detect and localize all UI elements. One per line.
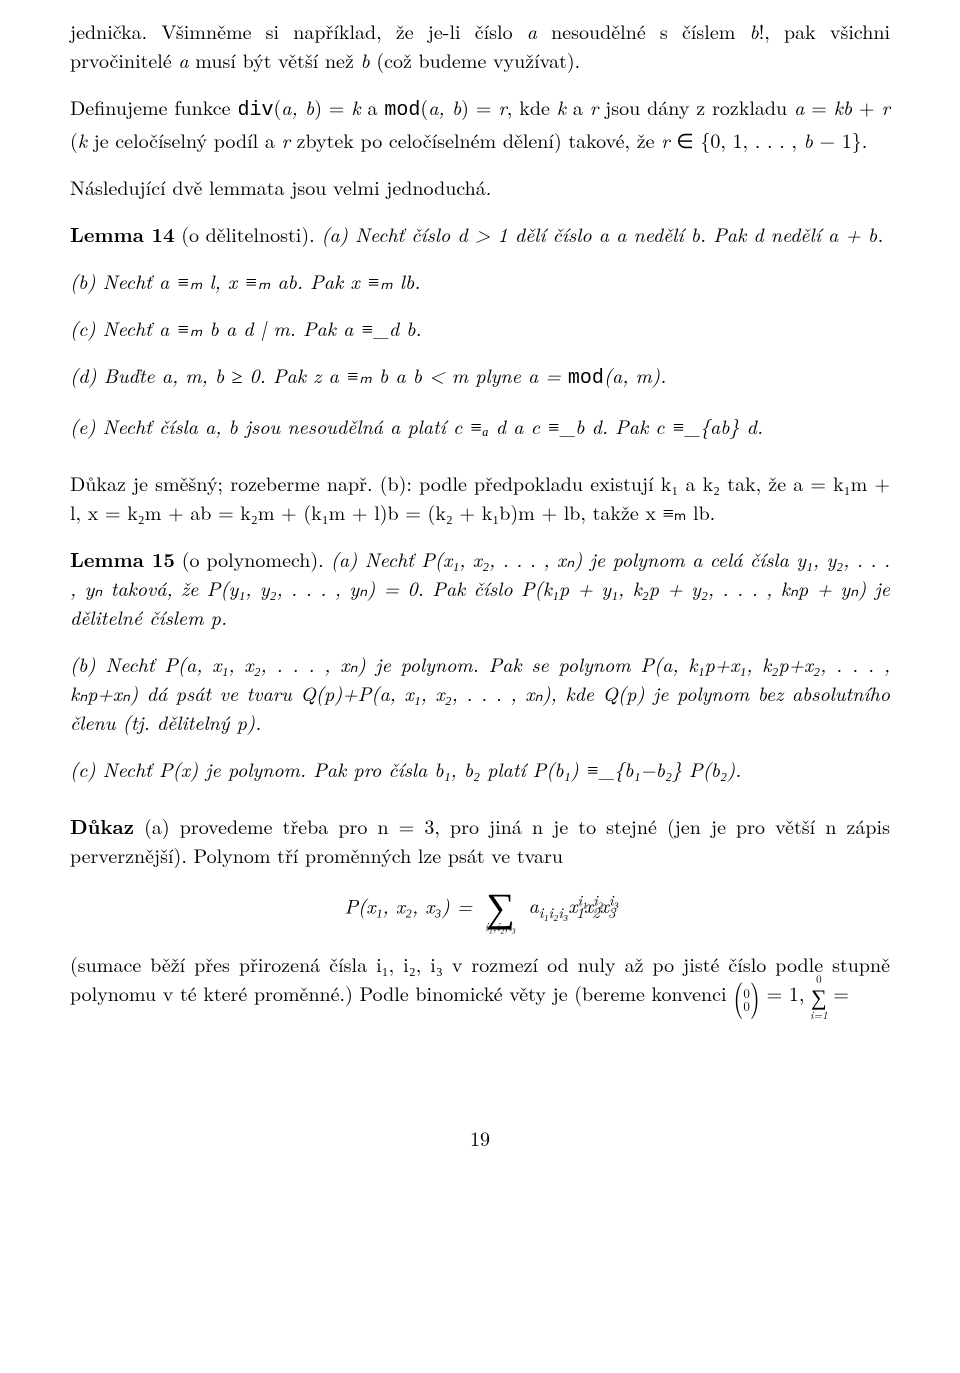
text: a [361, 92, 385, 121]
text: = [827, 978, 849, 1007]
var: k [78, 125, 87, 154]
code-div: div [237, 99, 273, 122]
summation-symbol: ∑ i₁,i₂,i₃ [485, 885, 516, 933]
coef: a [528, 890, 538, 919]
text: + [852, 92, 881, 121]
x1-sub: 1 [576, 902, 584, 923]
lemma-14-b: (b) Nechť a ≡ₘ l, x ≡ₘ ab. Pak x ≡ₘ lb. [70, 266, 890, 295]
var: r [282, 125, 290, 154]
lemma-14-a: (a) Nechť číslo d > 1 dělí číslo a a ned… [321, 219, 883, 248]
lemma-14-subtitle: (o dělitelnosti). [175, 219, 315, 248]
var: a, b [428, 92, 461, 121]
text: musí být větší než [189, 45, 361, 74]
text: − 1}. [813, 125, 867, 154]
sum-top: 0 [816, 972, 822, 988]
var: r [590, 92, 598, 121]
lemma-14-c: (c) Nechť a ≡ₘ b a d | m. Pak a ≡_d b. [70, 313, 890, 342]
code-mod: mod [384, 99, 420, 122]
text: = 1, [760, 978, 811, 1007]
binomial-icon: (00) [733, 981, 760, 1013]
inline-sum-icon: 0∑i=1 [811, 981, 827, 1013]
var: r [498, 92, 506, 121]
page-container: jednička. Všimněme si například, že je-l… [0, 0, 960, 1373]
paragraph-3: Následující dvě lemmata jsou velmi jedno… [70, 172, 890, 201]
proof-14: Důkaz je směšný; rozeberme např. (b): po… [70, 468, 890, 526]
text: Následující dvě lemmata jsou velmi jedno… [70, 172, 491, 201]
var: a [794, 92, 804, 121]
text: ) = [461, 92, 498, 121]
lemma-14-e: (e) Nechť čísla a, b jsou nesoudělná a p… [70, 411, 890, 440]
text: ) = [314, 92, 351, 121]
text: = [804, 92, 833, 121]
var: k [557, 92, 566, 121]
text: (a) provedeme třeba pro n = 3, pro jiná … [70, 811, 890, 869]
text: ∈ {0, 1, . . . , [670, 125, 804, 154]
proof-label: Důkaz [70, 811, 134, 840]
display-formula: P(x₁, x₂, x₃) = ∑ i₁,i₂,i₃ ai₁i₂i₃xi₁1xi… [70, 885, 890, 933]
var: kb [834, 92, 852, 121]
lemma-15-subtitle: (o polynomech). [175, 544, 324, 573]
proof-15-intro: Důkaz (a) provedeme třeba pro n = 3, pro… [70, 811, 890, 869]
lemma-15-head: Lemma 15 (o polynomech). (a) Nechť P(x₁,… [70, 544, 890, 631]
sum-bot: i=1 [810, 1008, 827, 1024]
text: a [566, 92, 590, 121]
var-a: a [178, 45, 188, 74]
text: (což budeme využívat). [370, 45, 581, 74]
var-b: b [750, 16, 759, 45]
text: jednička. Všimněme si například, že je-l… [70, 16, 527, 45]
text: (a, m). [604, 360, 666, 389]
var: k [351, 92, 360, 121]
formula-lhs: P(x₁, x₂, x₃) = [344, 890, 472, 919]
lemma-14-d: (d) Buďte a, m, b ≥ 0. Pak z a ≡ₘ b a b … [70, 360, 890, 393]
sum-subscript: i₁,i₂,i₃ [485, 921, 516, 933]
var: r [661, 125, 669, 154]
text: ( [70, 125, 78, 154]
code-mod: mod [568, 367, 604, 390]
lemma-14-head: Lemma 14 (o dělitelnosti). (a) Nechť čís… [70, 219, 890, 248]
coef-sub: i₁i₂i₃ [539, 902, 568, 923]
var: r [882, 92, 890, 121]
text: je celočíselný podíl a [87, 125, 282, 154]
lemma-15-title: Lemma 15 [70, 544, 175, 573]
lemma-15-b: (b) Nechť P(a, x₁, x₂, . . . , xₙ) je po… [70, 649, 890, 736]
var-a: a [527, 16, 537, 45]
lemma-15-c: (c) Nechť P(x) je polynom. Pak pro čísla… [70, 754, 890, 783]
text: zbytek po celočíselném dělení) takové, ž… [290, 125, 661, 154]
text: Definujeme funkce [70, 92, 237, 121]
text: , kde [507, 92, 557, 121]
text: (d) Buďte a, m, b ≥ 0. Pak z a ≡ₘ b a b … [70, 360, 568, 389]
text: nesoudělné s číslem [537, 16, 750, 45]
text: jsou dány z rozkladu [598, 92, 794, 121]
paragraph-1: jednička. Všimněme si například, že je-l… [70, 16, 890, 74]
var: a, b [281, 92, 314, 121]
var: b [804, 125, 813, 154]
x3-sub: 3 [608, 902, 616, 923]
paragraph-2: Definujeme funkce div(a, b) = k a mod(a,… [70, 92, 890, 154]
x2-sub: 2 [592, 902, 600, 923]
paragraph-6: (sumace běží přes přirozená čísla i₁, i₂… [70, 949, 890, 1013]
formula-rhs: ai₁i₂i₃xi₁1xi₂2xi₃3 [528, 890, 615, 919]
lemma-14-title: Lemma 14 [70, 219, 175, 248]
var-b: b [360, 45, 369, 74]
page-number: 19 [70, 1123, 890, 1152]
